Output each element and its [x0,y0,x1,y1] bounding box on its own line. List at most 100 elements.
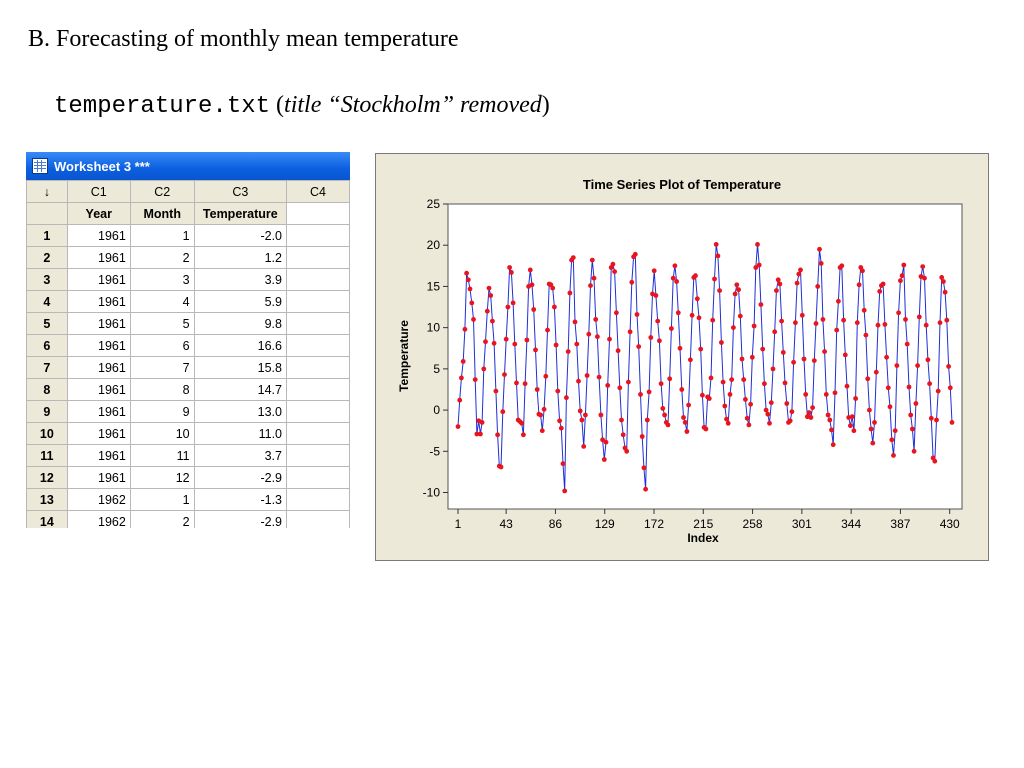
cell-c4[interactable] [286,224,350,247]
cell-temperature[interactable]: 13.0 [193,400,288,423]
cell-c4[interactable] [286,444,350,467]
column-name-year[interactable]: Year [66,202,131,225]
corner-cell[interactable]: ↓ [26,180,68,203]
cell-month[interactable]: 1 [129,224,195,247]
cell-month[interactable]: 7 [129,356,195,379]
worksheet-grid[interactable]: ↓ C1 C2 C3 C4 Year Month Temperature 1 19… [26,180,350,528]
table-row[interactable]: 10 1961 10 11.0 [26,422,350,445]
table-row[interactable]: 12 1961 12 -2.9 [26,466,350,489]
table-row[interactable]: 3 1961 3 3.9 [26,268,350,291]
cell-c4[interactable] [286,268,350,291]
cell-c4[interactable] [286,312,350,335]
cell-month[interactable]: 8 [129,378,195,401]
cell-c4[interactable] [286,422,350,445]
cell-c4[interactable] [286,356,350,379]
worksheet-icon [32,158,48,174]
data-point [842,352,848,358]
cell-c4[interactable] [286,466,350,489]
row-number[interactable]: 2 [26,246,68,269]
row-number[interactable]: 12 [26,466,68,489]
cell-month[interactable]: 12 [129,466,195,489]
row-number[interactable]: 8 [26,378,68,401]
cell-year[interactable]: 1961 [66,356,131,379]
cell-year[interactable]: 1961 [66,268,131,291]
column-header-c1[interactable]: C1 [66,180,131,203]
cell-temperature[interactable]: -2.9 [193,510,288,528]
table-row[interactable]: 1 1961 1 -2.0 [26,224,350,247]
cell-year[interactable]: 1961 [66,378,131,401]
cell-month[interactable]: 5 [129,312,195,335]
cell-month[interactable]: 11 [129,444,195,467]
cell-c4[interactable] [286,378,350,401]
cell-temperature[interactable]: -2.0 [193,224,288,247]
cell-year[interactable]: 1961 [66,466,131,489]
table-row[interactable]: 5 1961 5 9.8 [26,312,350,335]
column-name-temperature[interactable]: Temperature [193,202,288,225]
table-row[interactable]: 6 1961 6 16.6 [26,334,350,357]
row-number[interactable]: 5 [26,312,68,335]
data-point [607,336,612,342]
cell-year[interactable]: 1961 [66,444,131,467]
table-row[interactable]: 9 1961 9 13.0 [26,400,350,423]
row-number[interactable]: 1 [26,224,68,247]
cell-temperature[interactable]: -2.9 [193,466,288,489]
cell-month[interactable]: 9 [129,400,195,423]
table-row[interactable]: 13 1962 1 -1.3 [26,488,350,511]
row-number[interactable]: 6 [26,334,68,357]
cell-month[interactable]: 4 [129,290,195,313]
cell-year[interactable]: 1961 [66,290,131,313]
cell-month[interactable]: 10 [129,422,195,445]
worksheet-window[interactable]: Worksheet 3 *** ↓ C1 C2 C3 C4 Year Month… [26,152,350,528]
cell-c4[interactable] [286,246,350,269]
row-number[interactable]: 14 [26,510,68,528]
cell-month[interactable]: 2 [129,246,195,269]
cell-c4[interactable] [286,510,350,528]
cell-year[interactable]: 1961 [66,224,131,247]
cell-c4[interactable] [286,400,350,423]
row-number[interactable]: 3 [26,268,68,291]
cell-c4[interactable] [286,290,350,313]
column-name-c4[interactable] [286,202,350,225]
cell-year[interactable]: 1961 [66,312,131,335]
cell-temperature[interactable]: 5.9 [193,290,288,313]
worksheet-titlebar[interactable]: Worksheet 3 *** [26,152,350,180]
cell-month[interactable]: 2 [129,510,195,528]
column-header-c2[interactable]: C2 [129,180,195,203]
cell-temperature[interactable]: 14.7 [193,378,288,401]
cell-year[interactable]: 1961 [66,422,131,445]
cell-temperature[interactable]: 3.7 [193,444,288,467]
cell-month[interactable]: 1 [129,488,195,511]
table-row[interactable]: 14 1962 2 -2.9 [26,510,350,528]
table-row[interactable]: 8 1961 8 14.7 [26,378,350,401]
column-name-month[interactable]: Month [129,202,195,225]
table-row[interactable]: 4 1961 4 5.9 [26,290,350,313]
row-number[interactable]: 13 [26,488,68,511]
cell-temperature[interactable]: 16.6 [193,334,288,357]
cell-temperature[interactable]: -1.3 [193,488,288,511]
row-number[interactable]: 7 [26,356,68,379]
table-row[interactable]: 2 1961 2 1.2 [26,246,350,269]
cell-month[interactable]: 3 [129,268,195,291]
cell-year[interactable]: 1962 [66,488,131,511]
cell-c4[interactable] [286,334,350,357]
row-number[interactable]: 4 [26,290,68,313]
cell-month[interactable]: 6 [129,334,195,357]
cell-temperature[interactable]: 1.2 [193,246,288,269]
row-number[interactable]: 9 [26,400,68,423]
cell-year[interactable]: 1961 [66,334,131,357]
cell-year[interactable]: 1961 [66,400,131,423]
cell-temperature[interactable]: 9.8 [193,312,288,335]
table-row[interactable]: 11 1961 11 3.7 [26,444,350,467]
table-row[interactable]: 7 1961 7 15.8 [26,356,350,379]
cell-temperature[interactable]: 15.8 [193,356,288,379]
cell-temperature[interactable]: 3.9 [193,268,288,291]
cell-year[interactable]: 1961 [66,246,131,269]
cell-c4[interactable] [286,488,350,511]
row-number[interactable]: 11 [26,444,68,467]
column-header-c4[interactable]: C4 [286,180,350,203]
data-point [777,281,783,287]
cell-year[interactable]: 1962 [66,510,131,528]
row-number[interactable]: 10 [26,422,68,445]
cell-temperature[interactable]: 11.0 [193,422,288,445]
column-header-c3[interactable]: C3 [193,180,288,203]
